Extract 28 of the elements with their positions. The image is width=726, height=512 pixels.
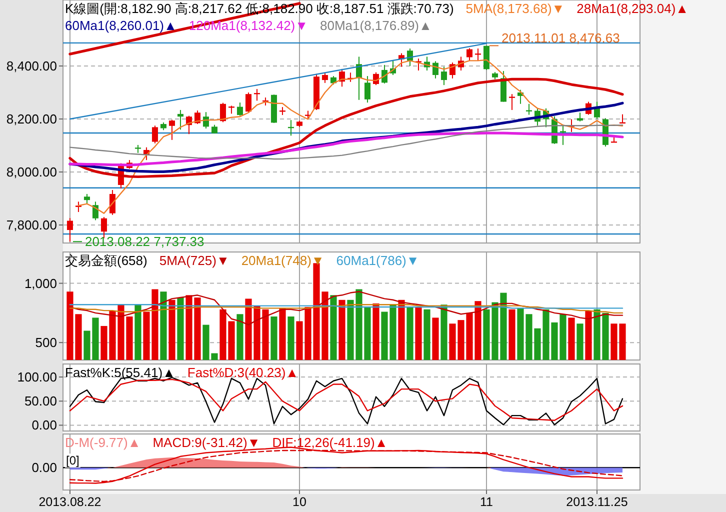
text: 5MA(725)▼	[159, 253, 230, 268]
series-label: DIF:12,26(-41.19)▲	[272, 435, 388, 450]
y-tick-label: 8,200.00	[6, 111, 57, 126]
series-label: Fast%D:3(40.23)▲	[187, 365, 299, 380]
text: 5MA(8,173.68)▼	[466, 1, 565, 16]
y-tick-label: 500	[35, 335, 57, 350]
y-tick-label: 7,800.00	[6, 217, 57, 232]
text: 20Ma1(748)▼	[241, 253, 324, 268]
annotation: 2013.08.22 7,737.33	[84, 234, 204, 250]
annotation: 2013.11.01 8,476.63	[501, 30, 620, 46]
chart-title: 交易金額(658)	[65, 253, 148, 268]
y-tick-label: 50.00	[24, 394, 57, 409]
text: 28Ma1(8,293.04)▲	[576, 1, 689, 16]
series-label: Fast%K:5(55.41)▲	[65, 365, 176, 380]
y-tick-label: 8,000.00	[6, 164, 57, 180]
y-tick-label: 100.00	[17, 370, 57, 385]
x-tick-label: 2013.08.22	[38, 495, 102, 509]
y-tick-label: 1,000	[24, 276, 57, 291]
x-tick-label: 11	[480, 495, 494, 509]
text: 60Ma1(8,260.01)▲	[65, 18, 177, 33]
text: 80Ma1(8,176.89)▲	[320, 18, 432, 33]
y-tick-label: 8,400.00	[6, 58, 57, 74]
x-tick-label: 2013.11.25	[566, 495, 628, 509]
ref-line-label: [0]	[66, 454, 80, 468]
text: 60Ma1(786)▼	[336, 253, 420, 268]
series-label: MACD:9(-31.42)▼	[152, 435, 260, 450]
y-tick-label: 0.00	[32, 418, 57, 433]
x-tick-label: 10	[292, 495, 306, 509]
